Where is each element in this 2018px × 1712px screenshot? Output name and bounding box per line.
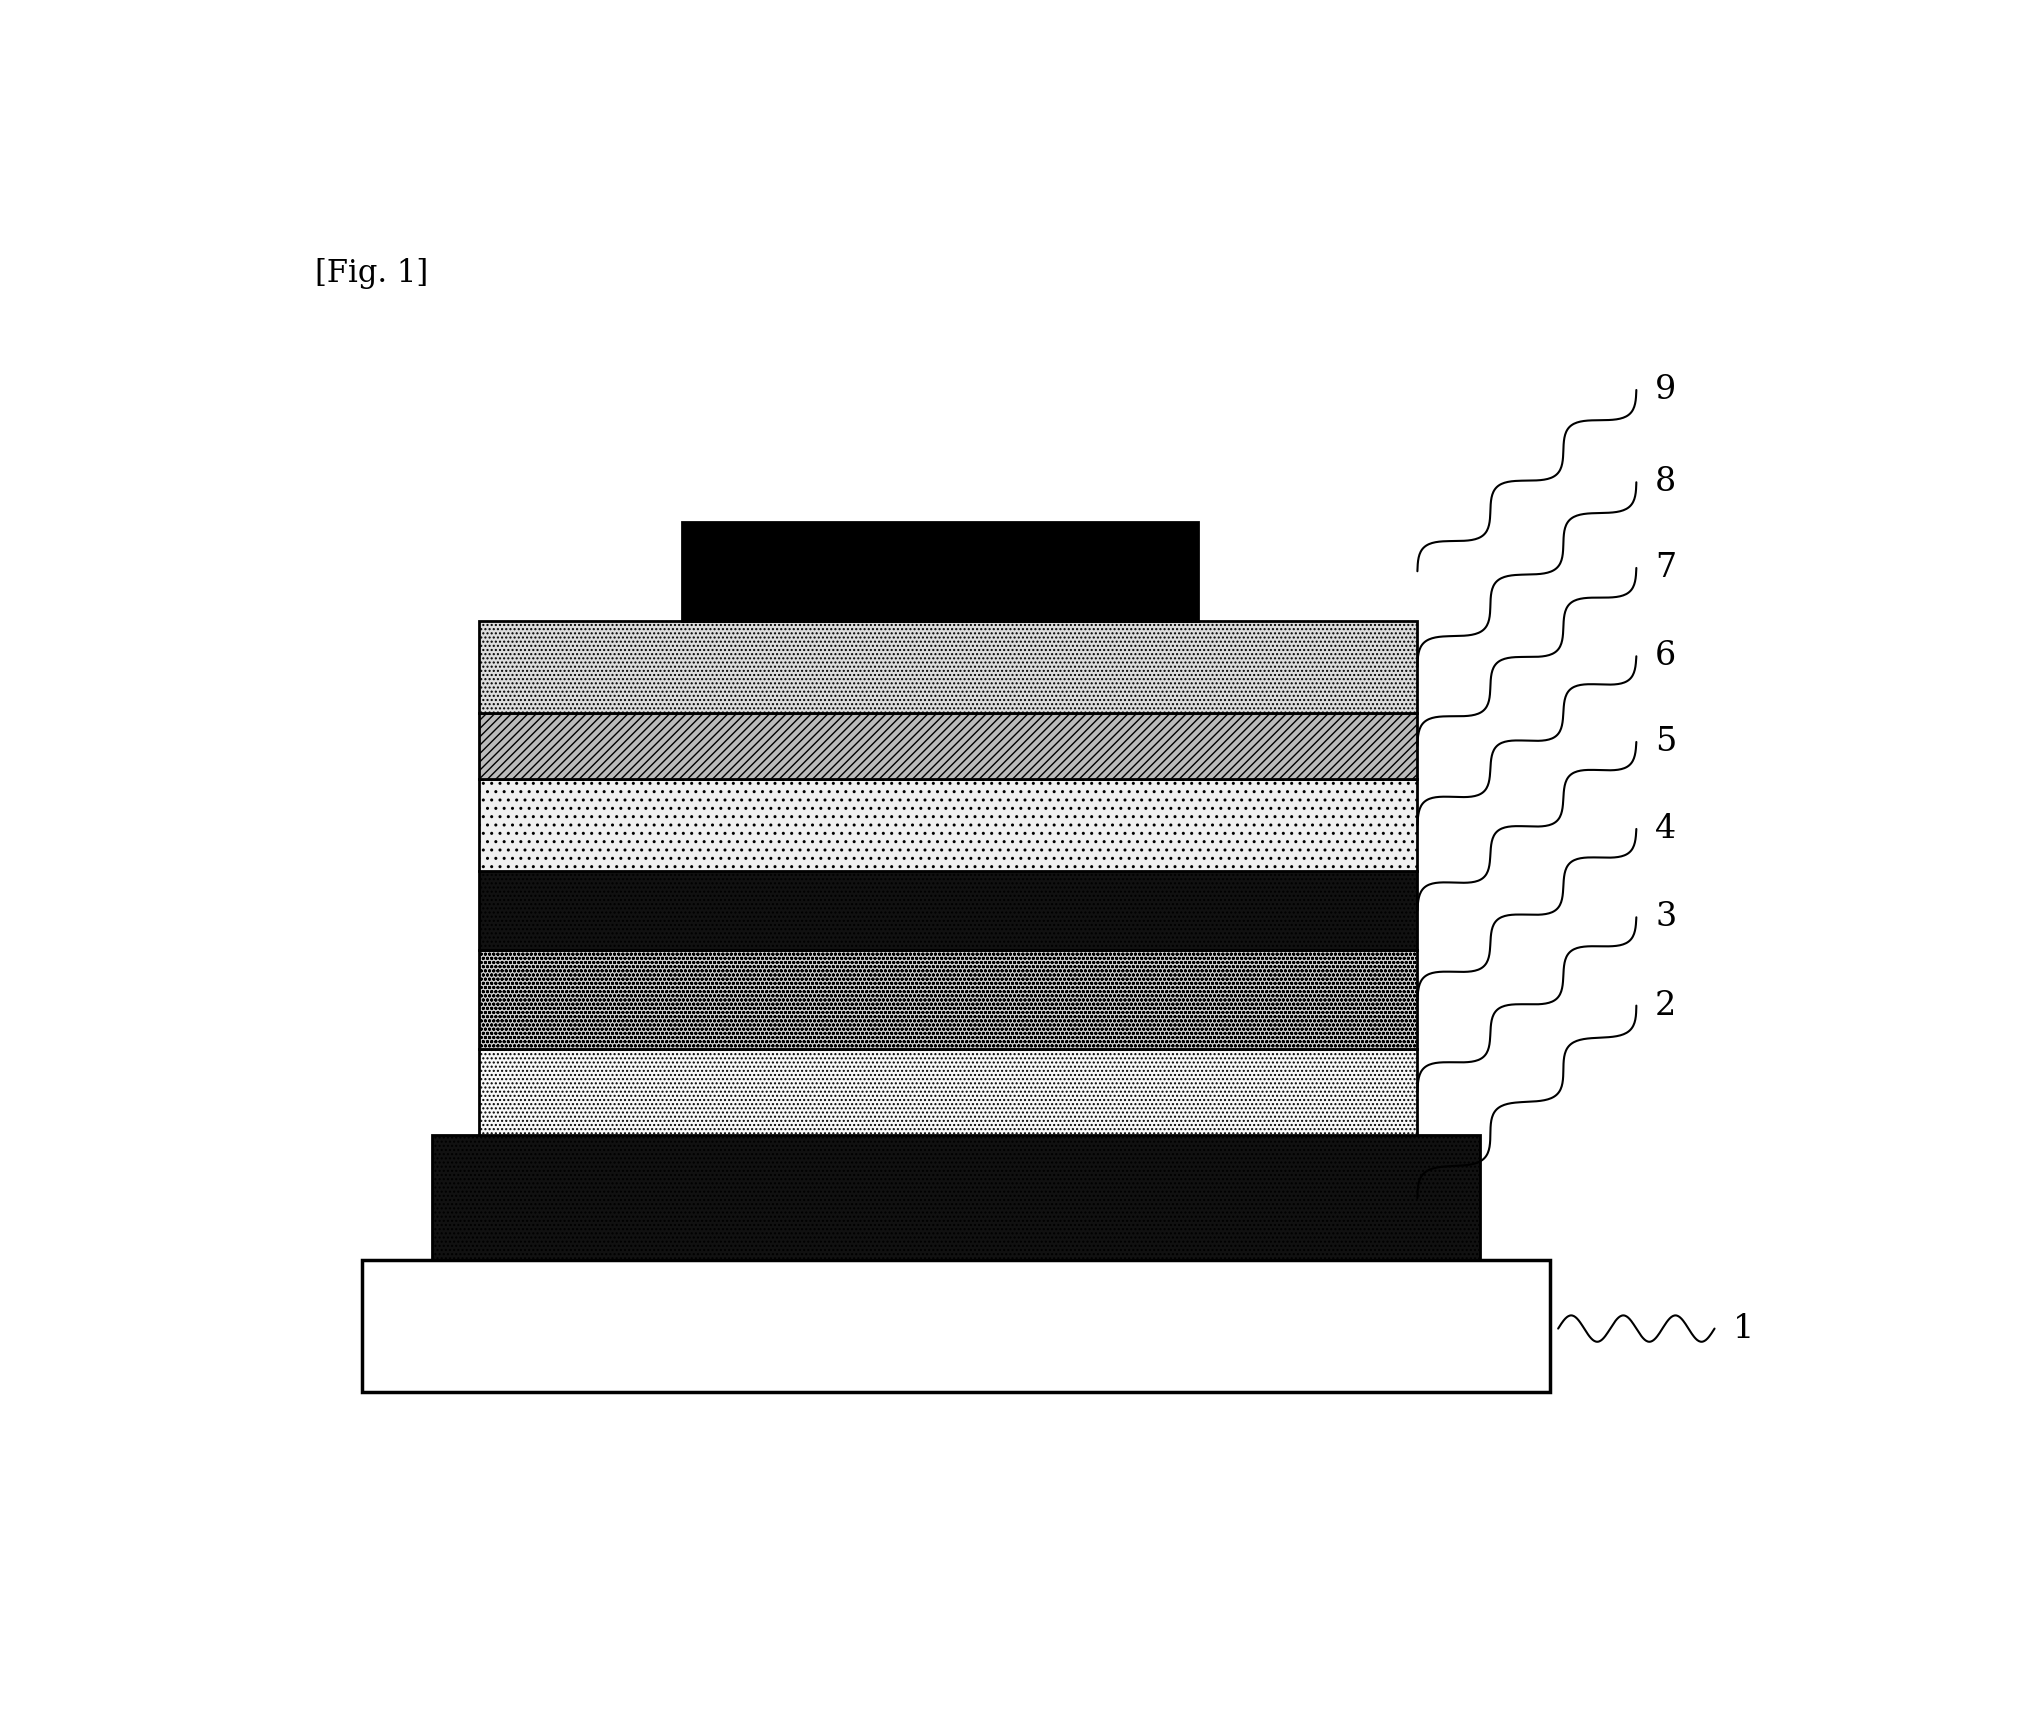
Text: 5: 5 [1655,726,1677,758]
Bar [478,712,1417,779]
Text: 2: 2 [1655,990,1677,1022]
Text: 1: 1 [1733,1313,1754,1344]
Text: 9: 9 [1655,373,1677,406]
Bar [682,522,1199,621]
Text: 7: 7 [1655,551,1677,584]
Bar [478,871,1417,950]
Bar [478,950,1417,1049]
Text: [Fig. 1]: [Fig. 1] [315,259,428,289]
Bar [478,779,1417,871]
Bar [478,1049,1417,1135]
Text: 3: 3 [1655,901,1677,933]
Text: 4: 4 [1655,813,1677,846]
Bar [478,621,1417,712]
Text: 6: 6 [1655,640,1677,673]
Bar [432,1135,1479,1260]
Bar [361,1260,1550,1392]
Text: 8: 8 [1655,466,1677,498]
